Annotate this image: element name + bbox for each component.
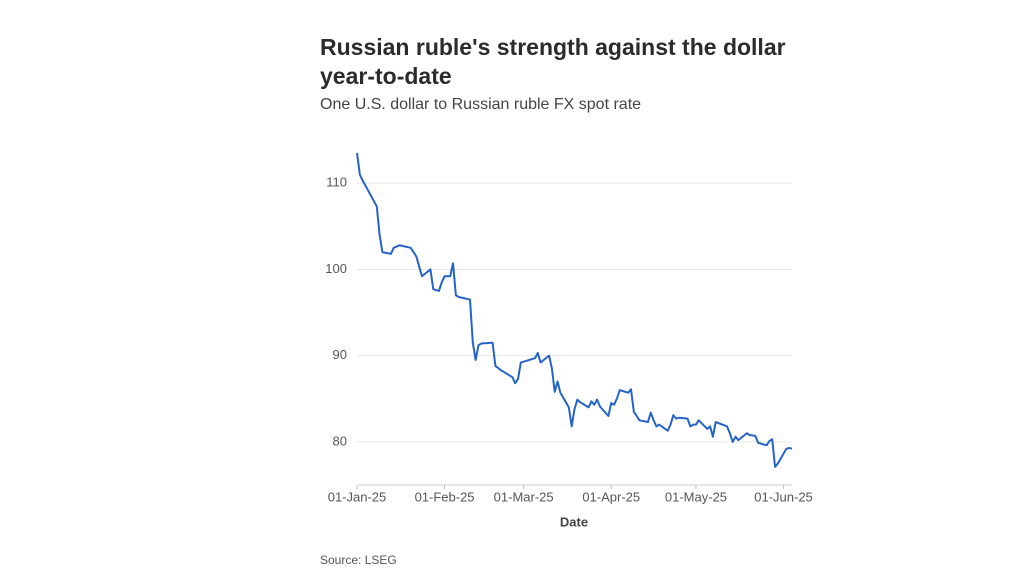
y-tick-label: 100 [325,261,347,276]
y-tick-label: 110 [326,175,347,190]
data-line [356,152,793,468]
chart-title: Russian ruble's strength against the dol… [320,34,786,89]
x-tick-label: 01-Feb-25 [415,489,475,504]
y-tick-label: 80 [333,433,347,448]
x-tick-label: 01-Apr-25 [582,489,640,504]
source-note: Source: LSEG [320,553,397,567]
x-tick-label: 01-Mar-25 [494,489,554,504]
x-axis-label: Date [560,514,588,529]
chart-subtitle: One U.S. dollar to Russian ruble FX spot… [320,96,642,113]
x-tick-label: 01-Jan-25 [328,489,387,504]
x-tick-label: 01-Jun-25 [754,489,813,504]
y-tick-label: 90 [333,347,347,362]
x-tick-label: 01-May-25 [665,489,727,504]
